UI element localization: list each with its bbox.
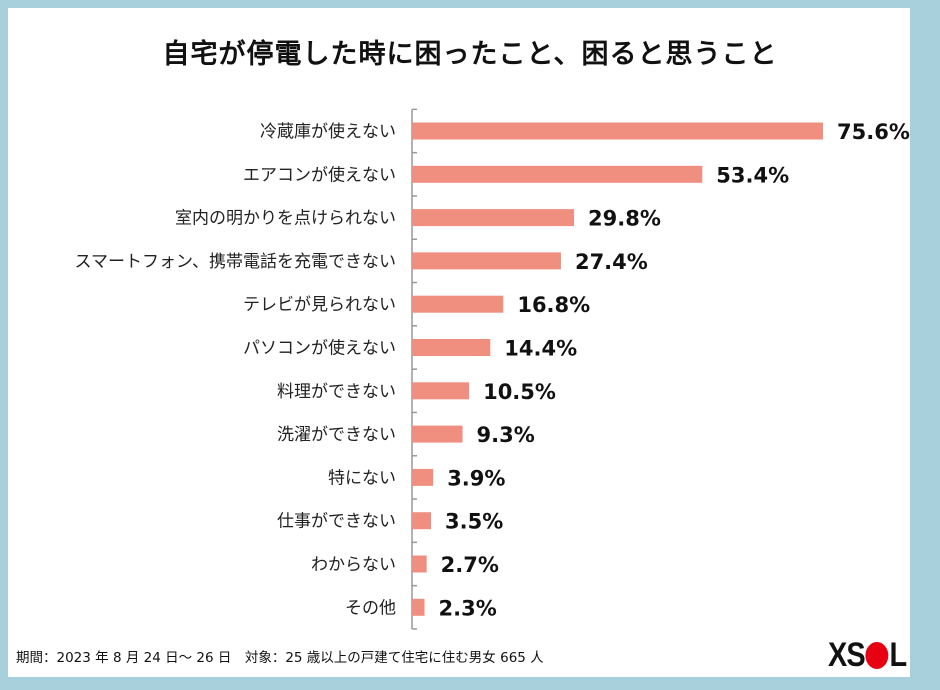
data-label: 2.3% bbox=[439, 596, 497, 620]
bar bbox=[412, 512, 432, 530]
category-label: わからない bbox=[311, 555, 396, 575]
category-label: その他 bbox=[345, 598, 396, 618]
bar bbox=[412, 165, 703, 183]
data-label: 2.7% bbox=[441, 553, 499, 577]
bar bbox=[412, 598, 425, 616]
data-label: 27.4% bbox=[575, 250, 648, 274]
category-label: 特にない bbox=[328, 468, 396, 488]
category-label: スマートフォン、携帯電話を充電できない bbox=[75, 252, 396, 272]
data-label: 16.8% bbox=[517, 293, 590, 317]
footer-note: 期間：2023 年 8 月 24 日～ 26 日 対象：25 歳以上の戸建て住宅… bbox=[16, 650, 544, 666]
category-label: 仕事ができない bbox=[277, 512, 396, 532]
data-label: 53.4% bbox=[716, 163, 789, 187]
xsol-logo: XS L bbox=[828, 636, 907, 674]
chart-title: 自宅が停電した時に困ったこと、困ると思うこと bbox=[162, 39, 778, 70]
data-label: 75.6% bbox=[837, 120, 910, 144]
bar bbox=[412, 209, 575, 227]
category-label: 洗濯ができない bbox=[277, 425, 396, 445]
data-label: 10.5% bbox=[483, 380, 556, 404]
category-label: 料理ができない bbox=[277, 382, 396, 402]
data-label: 14.4% bbox=[504, 337, 577, 361]
data-label: 3.5% bbox=[445, 510, 503, 534]
category-label: テレビが見られない bbox=[243, 295, 396, 315]
bar bbox=[412, 252, 561, 270]
bar bbox=[412, 339, 491, 356]
bar bbox=[412, 295, 504, 313]
bar bbox=[412, 555, 427, 573]
data-label: 3.9% bbox=[447, 466, 505, 490]
bar bbox=[412, 468, 434, 486]
bar bbox=[412, 382, 470, 400]
category-label: エアコンが使えない bbox=[243, 164, 396, 185]
bar bbox=[412, 122, 823, 140]
category-label: 冷蔵庫が使えない bbox=[260, 121, 396, 142]
category-label: 室内の明かりを点けられない bbox=[175, 209, 396, 229]
category-label: パソコンが使えない bbox=[243, 338, 396, 359]
bar bbox=[412, 425, 463, 443]
data-label: 29.8% bbox=[588, 207, 661, 231]
data-label: 9.3% bbox=[477, 423, 535, 447]
